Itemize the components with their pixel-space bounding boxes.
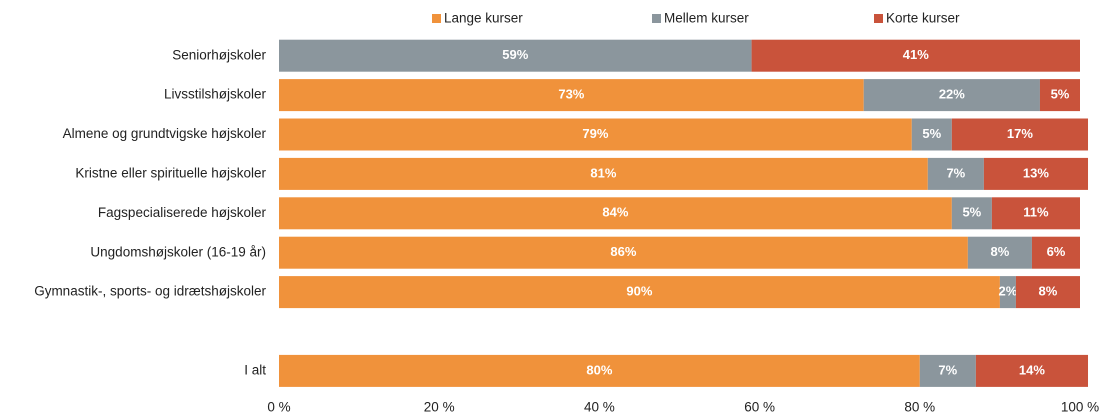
x-tick-label: 40 % <box>584 400 615 415</box>
bar-segment <box>927 157 984 190</box>
bar-segment <box>983 157 1089 190</box>
value-label: 2% <box>999 284 1018 299</box>
value-label: 7% <box>938 362 957 377</box>
value-label: 11% <box>1023 205 1049 220</box>
value-label: 14% <box>1019 362 1045 377</box>
value-label: 7% <box>946 165 965 180</box>
value-label: 5% <box>922 126 941 141</box>
value-label: 79% <box>582 126 608 141</box>
value-label: 22% <box>939 87 965 102</box>
value-label: 81% <box>590 165 616 180</box>
y-tick-label: Seniorhøjskoler <box>172 47 266 62</box>
value-label: 13% <box>1023 165 1049 180</box>
x-tick-label: 20 % <box>424 400 455 415</box>
legend-swatch <box>432 14 441 23</box>
x-tick-label: 0 % <box>267 400 290 415</box>
y-tick-label: Livsstilshøjskoler <box>164 87 267 102</box>
value-label: 8% <box>1039 284 1058 299</box>
value-label: 5% <box>1051 87 1070 102</box>
bar-segment <box>279 354 920 387</box>
bar-segment <box>279 197 952 230</box>
bar-segment <box>751 39 1080 72</box>
bar-segment <box>279 79 864 112</box>
value-label: 8% <box>991 244 1010 259</box>
bar-segment <box>1039 79 1080 112</box>
legend-label: Korte kurser <box>886 11 960 26</box>
value-label: 73% <box>558 87 584 102</box>
bar-segment <box>911 118 952 151</box>
bar-segment <box>991 197 1080 230</box>
bar-segment <box>967 236 1032 269</box>
bar-segment <box>279 236 968 269</box>
x-tick-label: 100 % <box>1061 400 1099 415</box>
y-tick-label: Gymnastik-, sports- og idrætshøjskoler <box>34 284 266 299</box>
bar-segment <box>951 118 1089 151</box>
y-tick-label: Ungdomshøjskoler (16-19 år) <box>90 244 266 259</box>
y-tick-label: Kristne eller spirituelle højskoler <box>75 165 266 180</box>
value-label: 80% <box>586 362 612 377</box>
legend-swatch <box>652 14 661 23</box>
legend-label: Lange kurser <box>444 11 523 26</box>
legend-swatch <box>874 14 883 23</box>
value-label: 59% <box>502 47 528 62</box>
value-label: 90% <box>626 284 652 299</box>
y-tick-label: I alt <box>244 362 266 377</box>
x-tick-label: 60 % <box>744 400 775 415</box>
y-tick-label: Fagspecialiserede højskoler <box>98 205 267 220</box>
legend-label: Mellem kurser <box>664 11 749 26</box>
bar-segment <box>951 197 992 230</box>
bar-segment <box>1031 236 1080 269</box>
bar-segment <box>999 276 1016 309</box>
x-tick-label: 80 % <box>904 400 935 415</box>
bar-segment <box>863 79 1040 112</box>
bar-segment <box>919 354 976 387</box>
value-label: 5% <box>962 205 981 220</box>
bar-segment <box>279 118 912 151</box>
bar-segment <box>279 39 752 72</box>
value-label: 86% <box>610 244 636 259</box>
value-label: 6% <box>1047 244 1066 259</box>
value-label: 84% <box>602 205 628 220</box>
bar-segment <box>279 157 928 190</box>
value-label: 41% <box>903 47 929 62</box>
y-tick-label: Almene og grundtvigske højskoler <box>63 126 267 141</box>
value-label: 17% <box>1007 126 1033 141</box>
bar-segment <box>279 276 1000 309</box>
bar-segment <box>1015 276 1080 309</box>
bar-segment <box>975 354 1089 387</box>
